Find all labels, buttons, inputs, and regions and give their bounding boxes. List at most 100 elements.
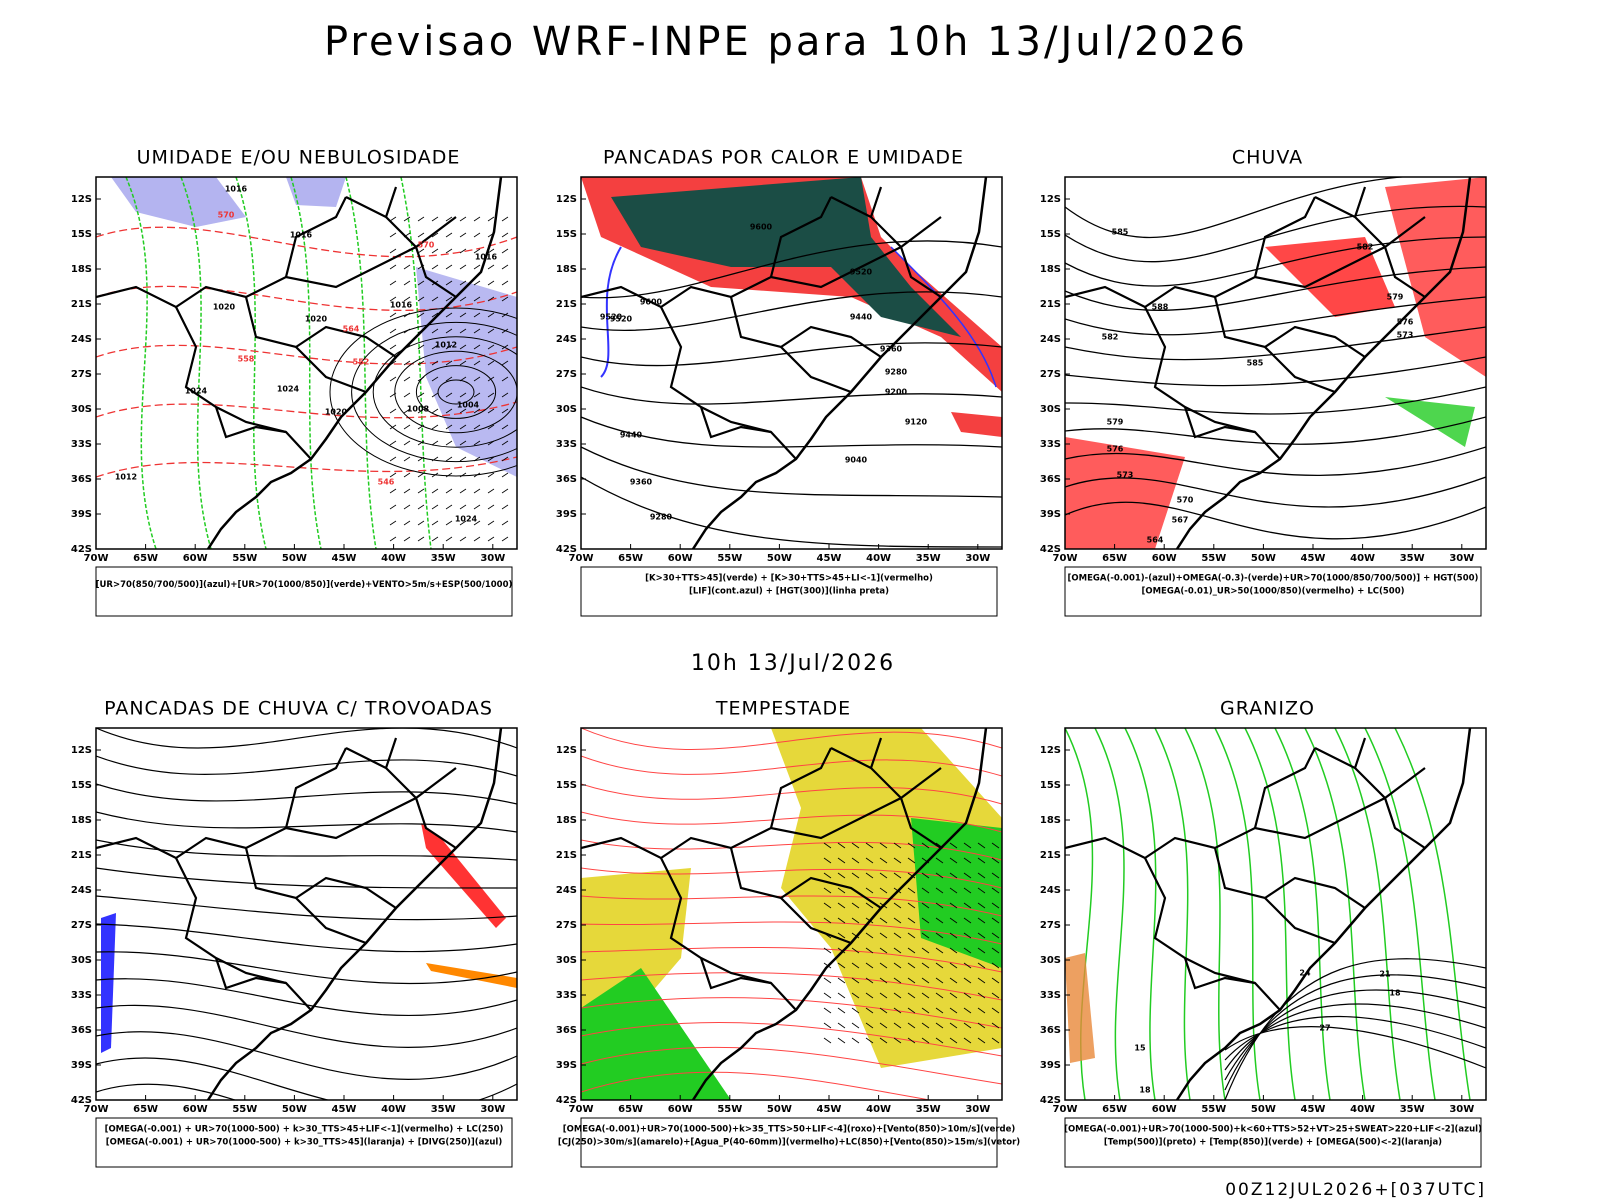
wind-vector — [403, 504, 411, 510]
lat-label: 30S — [556, 404, 577, 415]
wind-vector — [879, 1037, 888, 1044]
wind-vector — [977, 1022, 986, 1029]
contour-line — [96, 767, 457, 860]
wind-vector — [851, 1007, 860, 1014]
wind-vector — [865, 857, 874, 864]
lat-label: 15S — [71, 780, 92, 791]
wind-vector — [823, 857, 832, 864]
lon-label: 65W — [133, 553, 158, 564]
wind-vector — [879, 1022, 888, 1029]
wind-vector — [417, 232, 425, 238]
contour-line — [214, 406, 287, 439]
wind-vector — [963, 977, 972, 984]
wind-vector — [431, 536, 439, 542]
wind-vector — [431, 520, 439, 526]
contour-line — [581, 386, 1002, 405]
wind-vector — [501, 408, 509, 414]
contour-label: 570 — [418, 241, 435, 250]
contour-line — [1264, 346, 1336, 394]
wind-vector — [445, 392, 453, 398]
lon-label: 40W — [1350, 1104, 1375, 1115]
lon-label: 50W — [1251, 1104, 1276, 1115]
wind-vector — [893, 842, 902, 849]
contour-line — [295, 346, 367, 394]
wind-vector — [403, 264, 411, 270]
legend-text: [OMEGA(-0.001)+UR>70(1000-500)+k>35_TTS>… — [563, 1125, 1016, 1135]
contour-label: 576 — [1397, 318, 1414, 327]
contour-line — [1065, 205, 1486, 263]
contour-label: 9040 — [845, 456, 868, 465]
wind-vector — [921, 902, 930, 909]
contour-line — [96, 285, 517, 311]
contour-label: 18 — [1139, 1086, 1151, 1095]
contour-line — [180, 177, 212, 549]
contour-line — [235, 177, 267, 549]
lat-label: 39S — [556, 509, 577, 520]
contour-label: 1024 — [185, 387, 208, 396]
wind-vector — [921, 917, 930, 924]
wind-vector — [403, 360, 411, 366]
wind-vector — [977, 962, 986, 969]
wind-vector — [487, 536, 495, 542]
wind-vector — [823, 917, 832, 924]
lon-label: 35W — [431, 1104, 456, 1115]
wind-vector — [403, 536, 411, 542]
wind-vector — [963, 947, 972, 954]
lat-label: 33S — [71, 439, 92, 450]
wind-vector — [473, 472, 481, 478]
contour-line — [581, 476, 1002, 548]
weather-area — [581, 968, 731, 1100]
contour-label: 576 — [1107, 445, 1124, 454]
wind-vector — [921, 1037, 930, 1044]
wind-vector — [977, 947, 986, 954]
wind-vector — [445, 424, 453, 430]
panel-title: UMIDADE E/OU NEBULOSIDADE — [137, 147, 461, 169]
lat-label: 21S — [71, 850, 92, 861]
wind-vector — [991, 887, 1000, 894]
lat-label: 18S — [71, 264, 92, 275]
contour-line — [1394, 728, 1471, 1100]
contour-line — [1264, 897, 1336, 945]
wind-vector — [921, 977, 930, 984]
wind-vector — [949, 887, 958, 894]
contour-line — [581, 972, 1002, 1001]
contour-label: 567 — [1172, 516, 1189, 525]
lon-label: 55W — [232, 553, 257, 564]
contour-line — [699, 406, 772, 439]
wind-vector — [893, 947, 902, 954]
wind-vector — [487, 424, 495, 430]
wind-vector — [473, 264, 481, 270]
wind-vector — [963, 992, 972, 999]
contour-line — [329, 307, 517, 477]
map-content — [581, 177, 1002, 549]
contour-line — [1154, 728, 1191, 1100]
lon-label: 40W — [381, 1104, 406, 1115]
wind-vector — [865, 962, 874, 969]
wind-vector — [389, 504, 397, 510]
wind-vector — [837, 1007, 846, 1014]
wind-vector — [445, 456, 453, 462]
contour-line — [660, 306, 797, 460]
wind-vector — [907, 1007, 916, 1014]
lat-label: 27S — [71, 920, 92, 931]
lon-label: 55W — [232, 1104, 257, 1115]
contour-line — [244, 296, 397, 358]
wind-vector — [907, 932, 916, 939]
wind-vector — [907, 1022, 916, 1029]
wind-vector — [501, 216, 509, 222]
wind-vector — [473, 520, 481, 526]
wind-vector — [501, 312, 509, 318]
wind-vector — [459, 504, 467, 510]
wind-vector — [991, 842, 1000, 849]
wind-vector — [501, 424, 509, 430]
wind-vector — [417, 408, 425, 414]
wind-vector — [473, 280, 481, 286]
wind-vector — [501, 376, 509, 382]
contour-line — [96, 344, 517, 365]
contour-line — [1065, 386, 1486, 415]
wind-vector — [935, 917, 944, 924]
lat-label: 36S — [556, 474, 577, 485]
wind-vector — [459, 232, 467, 238]
